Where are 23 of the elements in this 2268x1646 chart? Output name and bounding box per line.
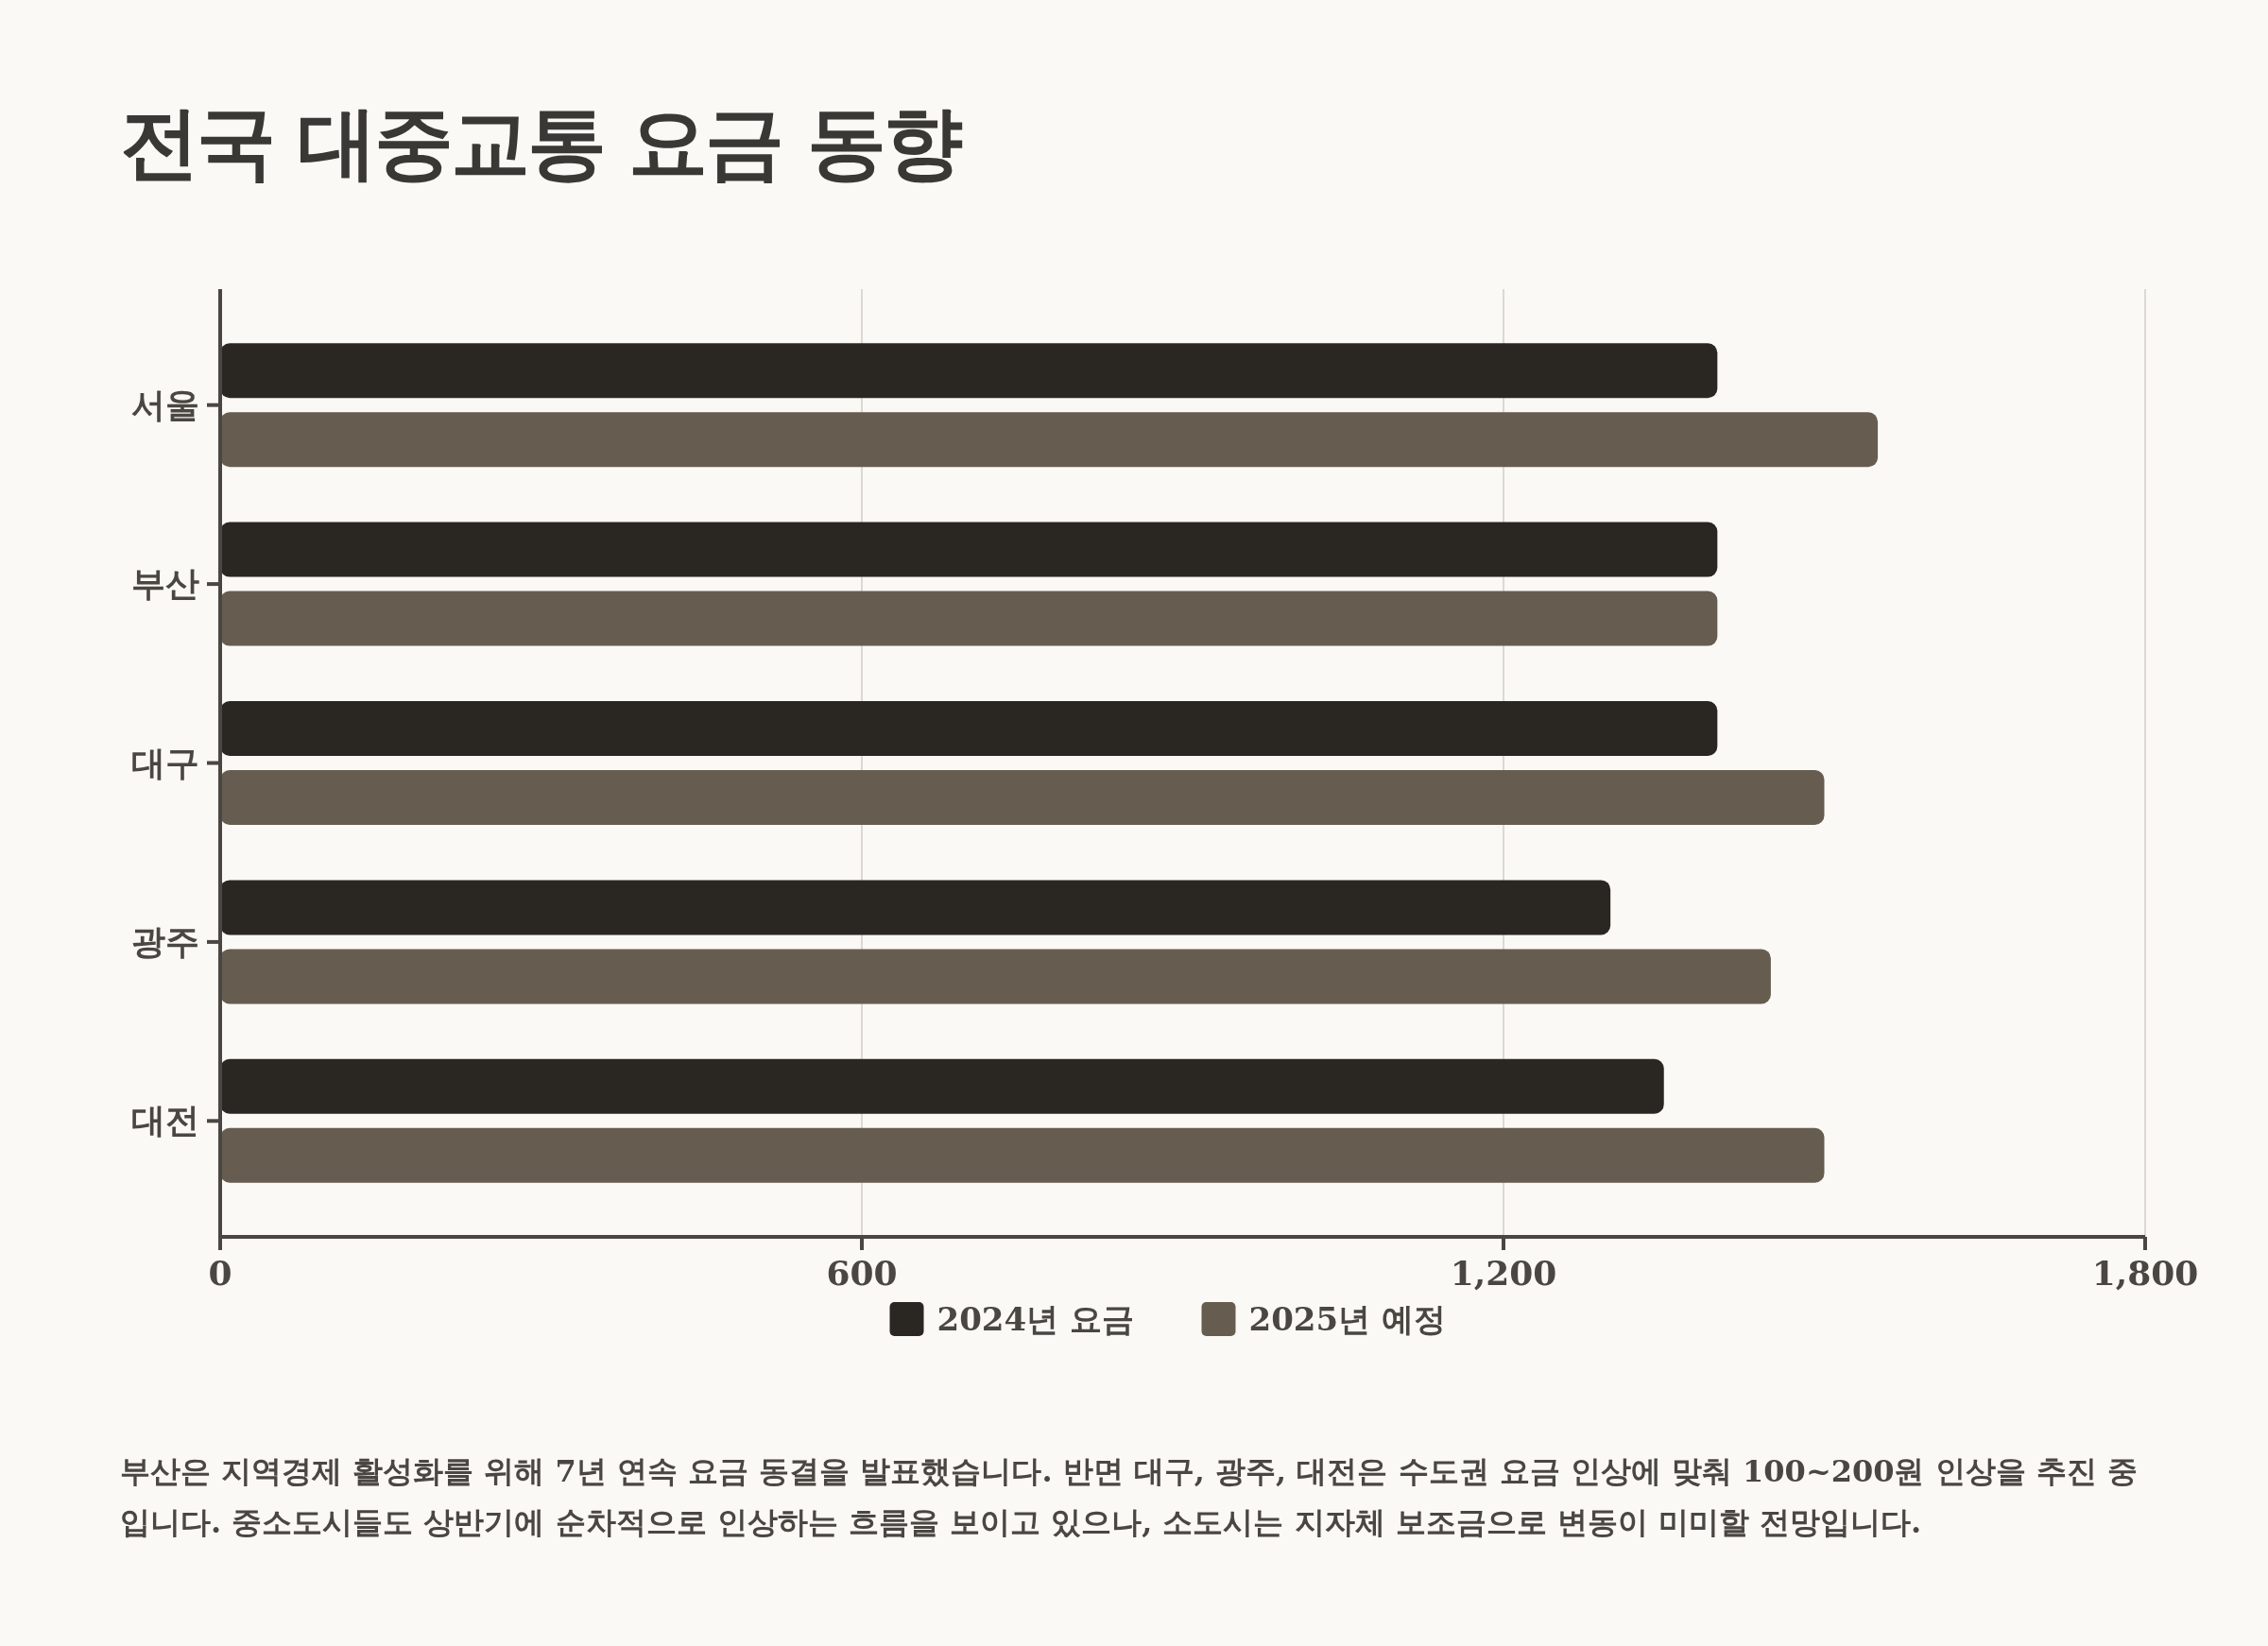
- text: 부산은 지역경제 활성화를 위해 7년 연속 요금 동결을 발표했습니다. 반면 대구, 광주, 대전은 수도권 요금 인상에 맞춰 100~200원 인상을 추진 중입니다. 중소도시들도 상반기에 순차적으로 인상하는 흐름을 보이고 있으나, 소도시는 지자체 보조금으로 변동이 미미할 전망입니다.: [120, 1452, 2139, 1542]
- bar: [220, 343, 1718, 399]
- y-tick-label: 서울: [131, 384, 199, 424]
- x-tick-label: 600: [826, 1253, 898, 1293]
- y-tick-label: 광주: [131, 920, 199, 961]
- bar: [220, 770, 1825, 825]
- bar: [220, 412, 1879, 468]
- bar: [220, 522, 1718, 577]
- legend-label: 2025년 예정: [1248, 1300, 1446, 1338]
- bar: [220, 701, 1718, 756]
- bar: [220, 949, 1771, 1004]
- x-tick-label: 1,800: [2091, 1253, 2199, 1293]
- y-tick-label: 부산: [131, 563, 199, 604]
- bar: [220, 880, 1611, 935]
- x-tick-label: 1,200: [1450, 1253, 1557, 1293]
- chart-title: 전국 대중교통 요금 동향: [120, 95, 960, 191]
- x-tick-label: 0: [208, 1253, 232, 1293]
- bar: [220, 1058, 1664, 1114]
- legend-label: 2024년 요금: [936, 1300, 1134, 1338]
- y-tick-label: 대전: [131, 1100, 199, 1140]
- bar: [220, 591, 1718, 646]
- y-tick-label: 대구: [131, 742, 199, 782]
- bar: [220, 1127, 1825, 1183]
